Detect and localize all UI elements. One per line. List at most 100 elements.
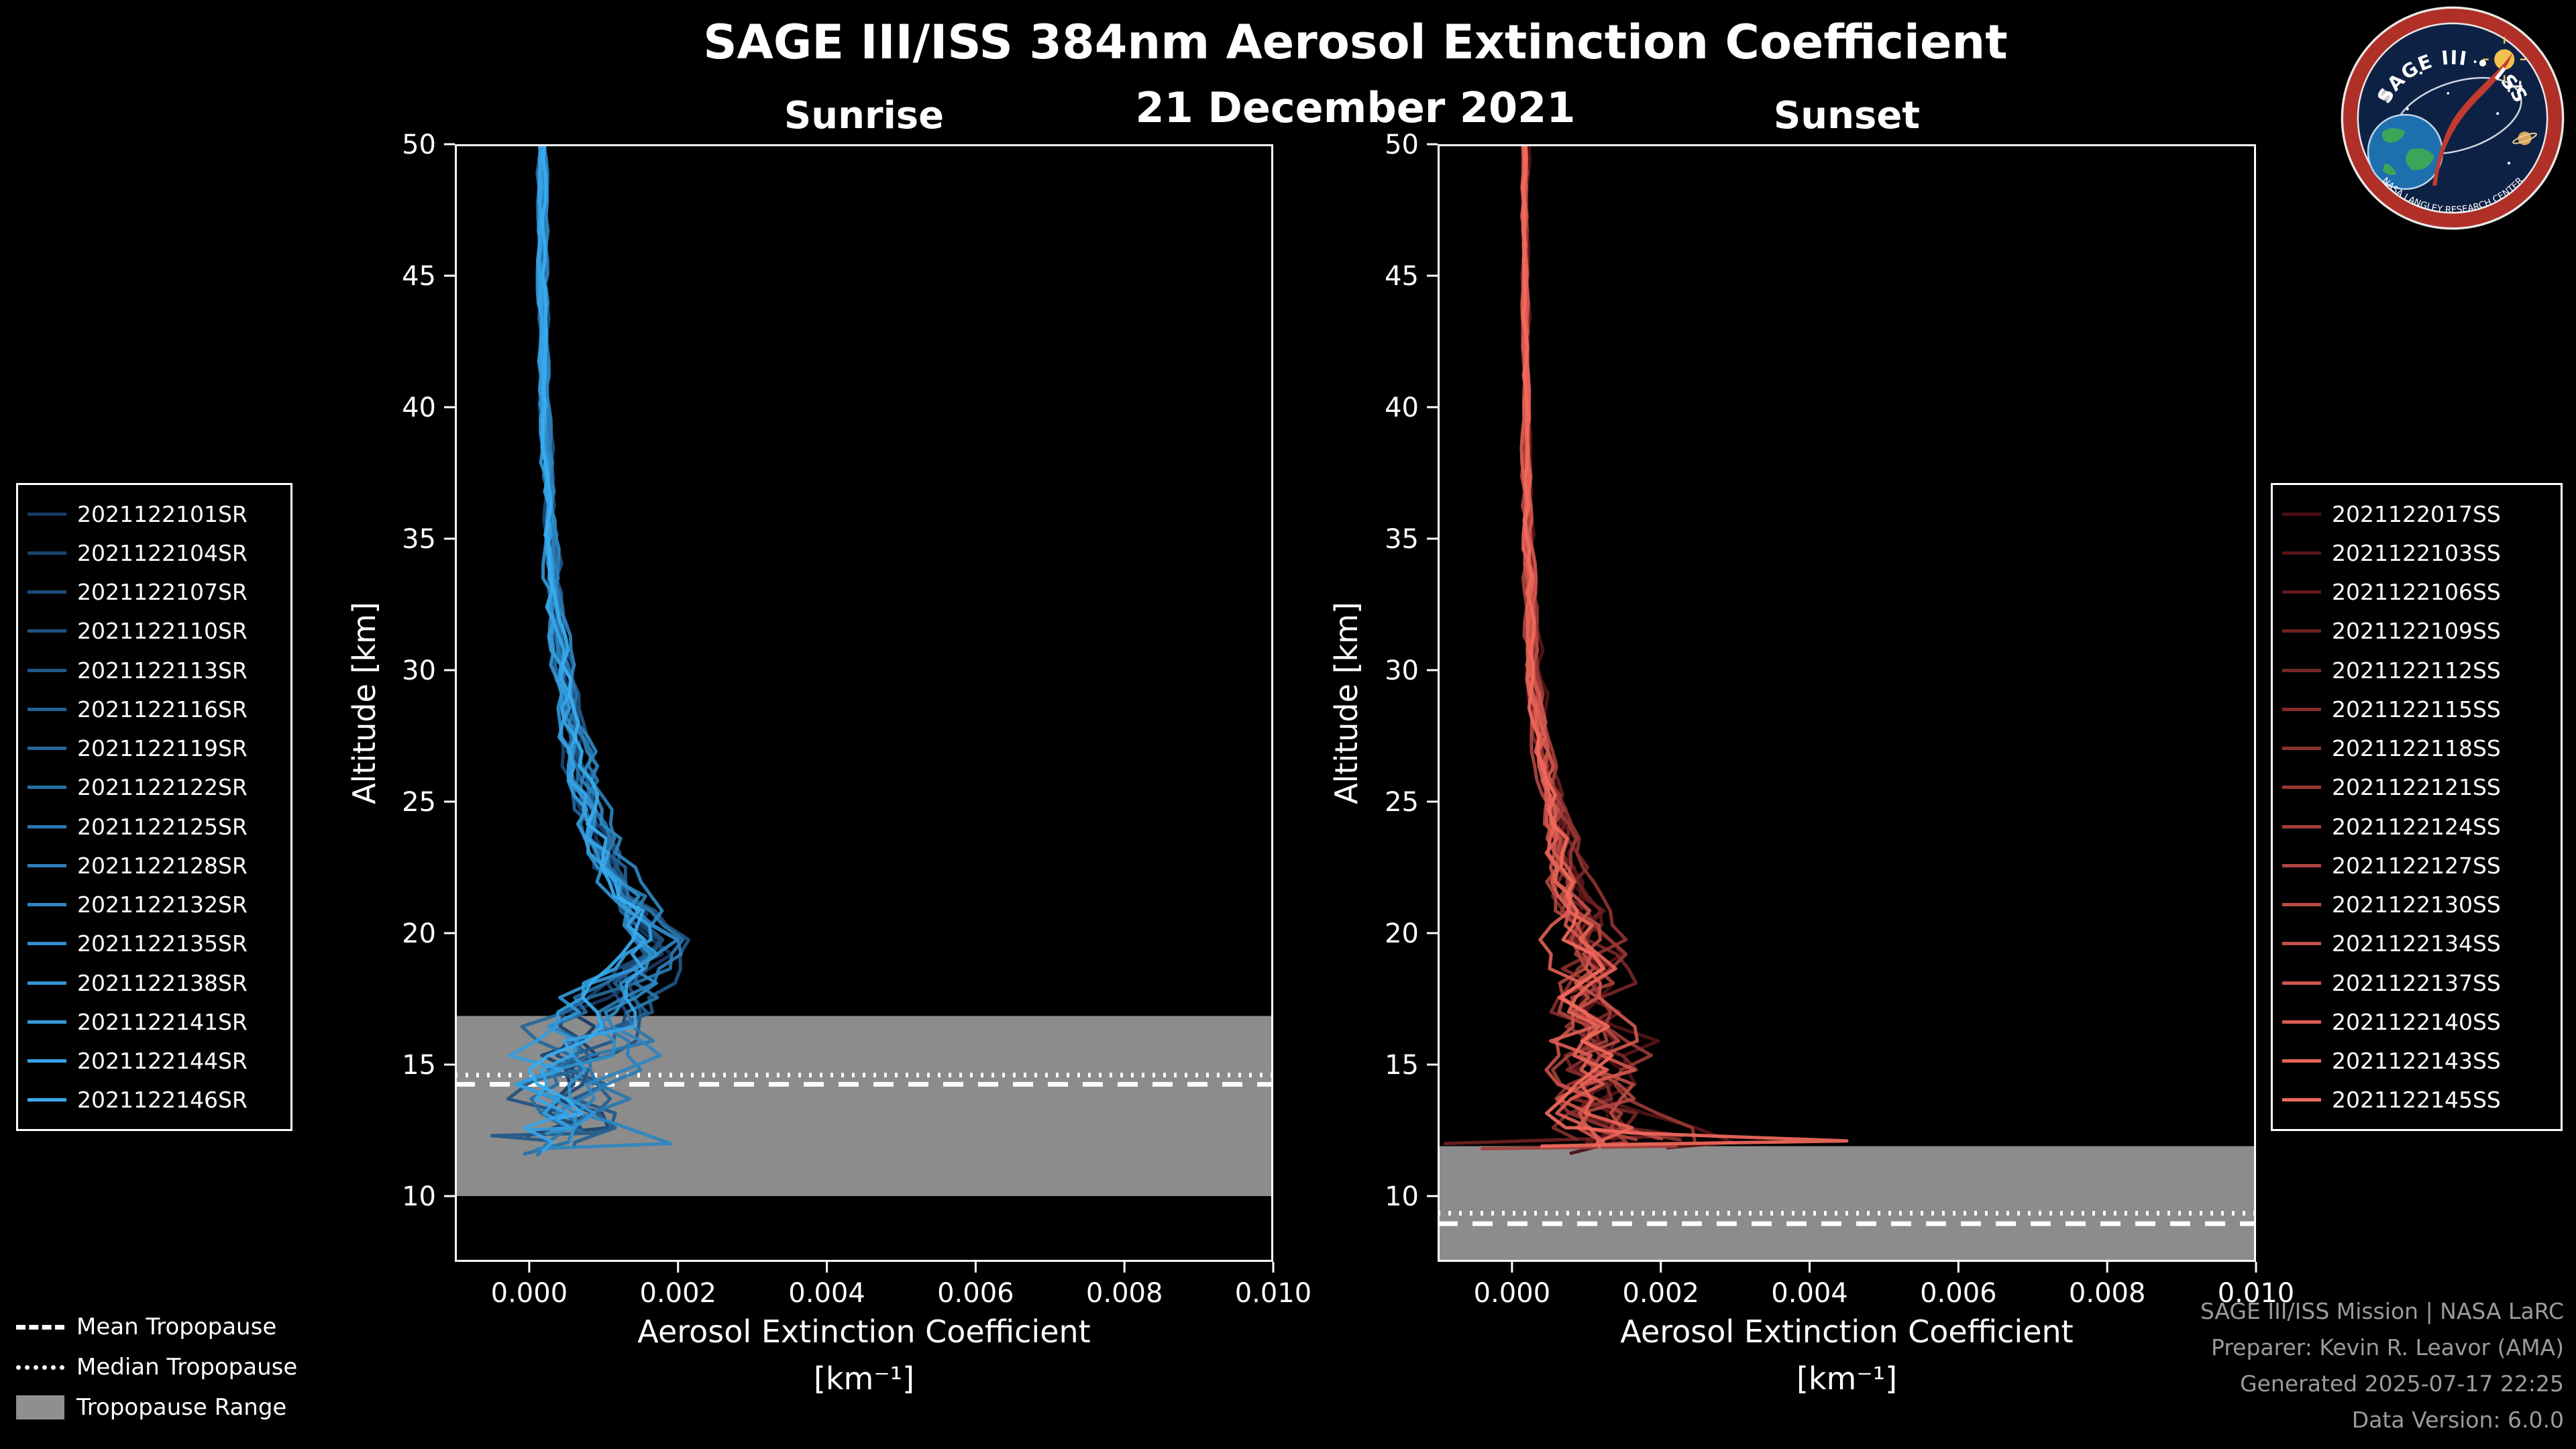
credits-line: Data Version: 6.0.0	[2351, 1407, 2564, 1433]
legend-label: 2021122125SR	[77, 813, 248, 840]
legend-label: 2021122118SS	[2332, 735, 2501, 762]
logo-earth-icon	[2367, 113, 2444, 191]
y-axis-tick-label: 15	[402, 1050, 436, 1081]
legend-item: 2021122122SR	[28, 769, 281, 806]
profile-line-2021122145SS	[1521, 144, 1849, 1148]
legend-item: 2021122110SR	[28, 613, 281, 649]
bl-dotted-sample	[16, 1364, 64, 1370]
legend-label: 2021122116SR	[77, 696, 248, 722]
legend-line-sample	[28, 512, 66, 516]
y-axis-tick-label: 20	[1385, 918, 1419, 949]
logo-figure	[2432, 52, 2513, 186]
mission-logo: SAGE III • ISS NASA LANGLEY RESEARCH CEN…	[2341, 6, 2565, 230]
legend-item: 2021122144SR	[28, 1043, 281, 1079]
profiles-group	[490, 144, 691, 1157]
legend-label: 2021122132SR	[77, 892, 248, 918]
x-axis-tick-label: 0.010	[2218, 1278, 2295, 1309]
legend-line-sample	[28, 668, 66, 672]
y-axis-tick-label: 45	[1385, 261, 1419, 292]
profile-line-2021122124SS	[1481, 144, 1678, 1150]
tropopause-legend-label: Tropopause Range	[76, 1394, 287, 1421]
legend-label: 2021122134SS	[2332, 930, 2501, 957]
legend-line-sample	[2282, 707, 2321, 711]
legend-item: 2021122138SR	[28, 965, 281, 1001]
sunset-plot: 0.000 0.002 0.004 0.006 0.008 0.010 10 15 20 25 30…	[1385, 129, 2294, 1309]
legend-label: 2021122113SR	[77, 657, 248, 684]
page-title: SAGE III/ISS 384nm Aerosol Extinction Co…	[703, 15, 2008, 70]
x-axis-tick-label: 0.000	[1474, 1278, 1551, 1309]
y-axis-tick-label: 10	[1385, 1181, 1419, 1212]
legend-item: 2021122145SS	[2282, 1082, 2551, 1118]
legend-item: 2021122124SS	[2282, 808, 2551, 845]
x-axis-tick-label: 0.002	[1622, 1278, 1699, 1309]
y-axis-tick-label: 35	[402, 524, 436, 555]
legend-line-sample	[28, 863, 66, 867]
legend-label: 2021122110SR	[77, 618, 248, 645]
tropopause-band	[1438, 1146, 2256, 1262]
plot-border	[1438, 144, 2256, 1262]
x-axis-tick-label: 0.004	[1771, 1278, 1848, 1309]
legend-label: 2021122138SR	[77, 969, 248, 996]
profile-line-2021122144SR	[523, 144, 647, 1153]
panel-title-sunset: Sunset	[1773, 94, 1921, 138]
x-axis-tick-label: 0.008	[1086, 1278, 1163, 1309]
y-axis-tick-label: 25	[402, 787, 436, 818]
legend-item: 2021122109SS	[2282, 613, 2551, 649]
x-axis-label-text: Aerosol Extinction Coefficient	[637, 1313, 1091, 1350]
page-subtitle: 21 December 2021	[1135, 83, 1576, 132]
tropopause-legend-item: Median Tropopause	[16, 1347, 297, 1387]
legend-label: 2021122145SS	[2332, 1087, 2501, 1114]
legend-label: 2021122107SR	[77, 579, 248, 606]
x-axis-tick-label: 0.002	[639, 1278, 716, 1309]
legend-line-sample	[2282, 863, 2321, 867]
legend-item: 2021122146SR	[28, 1082, 281, 1118]
tropopause-legend-item: Tropopause Range	[16, 1387, 297, 1428]
y-axis-tick-label: 50	[1385, 129, 1419, 160]
legend-line-sample	[28, 590, 66, 594]
tropopause-legend: Mean Tropopause Median Tropopause Tropopau…	[16, 1307, 297, 1428]
legend-line-sample	[2282, 903, 2321, 907]
legend-item: 2021122125SR	[28, 808, 281, 845]
profile-line-2021122121SS	[1522, 144, 1697, 1143]
legend-label: 2021122146SR	[77, 1087, 248, 1114]
profile-line-2021122143SS	[1521, 144, 1634, 1149]
credits-line: SAGE III/ISS Mission | NASA LaRC	[2200, 1298, 2564, 1324]
legend-label: 2021122106SS	[2332, 579, 2501, 606]
legend-item: 2021122118SS	[2282, 731, 2551, 767]
profile-line-2021122118SS	[1523, 144, 1682, 1142]
legend-item: 2021122017SS	[2282, 496, 2551, 532]
legend-item: 2021122135SR	[28, 926, 281, 962]
y-axis-tick-label: 40	[402, 392, 436, 423]
legend-item: 2021122143SS	[2282, 1043, 2551, 1079]
y-axis-tick-label: 50	[402, 129, 436, 160]
legend-label: 2021122141SR	[77, 1008, 248, 1035]
profiles-group	[1443, 144, 1849, 1155]
legend-item: 2021122104SR	[28, 535, 281, 571]
y-axis-tick-label: 35	[1385, 524, 1419, 555]
legend-line-sample	[2282, 1059, 2321, 1063]
legend-line-sample	[28, 551, 66, 555]
profile-line-2021122103SS	[1523, 144, 1734, 1150]
legend-label: 2021122101SR	[77, 500, 248, 527]
y-axis-tick-label: 10	[402, 1181, 436, 1212]
legend-item: 2021122141SR	[28, 1004, 281, 1040]
x-axis-label-units: [km⁻¹]	[813, 1360, 915, 1397]
legend-line-sample	[2282, 668, 2321, 672]
legend-item: 2021122130SS	[2282, 887, 2551, 923]
y-axis-tick-label: 30	[402, 655, 436, 686]
bl-dashed-sample	[16, 1324, 64, 1330]
legend-item: 2021122132SR	[28, 887, 281, 923]
credits-line: Preparer: Kevin R. Leavor (AMA)	[2211, 1334, 2564, 1360]
x-axis-tick-label: 0.000	[491, 1278, 568, 1309]
legend-item: 2021122103SS	[2282, 535, 2551, 571]
tropopause-legend-label: Mean Tropopause	[76, 1313, 277, 1340]
logo-iss-icon	[2506, 80, 2523, 93]
legend-line-sample	[28, 1098, 66, 1102]
logo-saturn-icon	[2512, 131, 2537, 146]
legend-label: 2021122140SS	[2332, 1008, 2501, 1035]
legend-line-sample	[2282, 981, 2321, 985]
legend-label: 2021122112SS	[2332, 657, 2501, 684]
y-axis-tick-label: 15	[1385, 1050, 1419, 1081]
sunrise-plot: 0.000 0.002 0.004 0.006 0.008 0.010 10 15 20 25 30…	[402, 129, 1311, 1309]
legend-label: 2021122119SR	[77, 735, 248, 762]
